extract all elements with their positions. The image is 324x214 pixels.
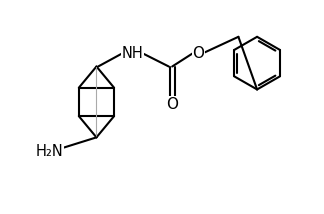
Text: H₂N: H₂N [36, 144, 64, 159]
Text: O: O [192, 46, 204, 61]
Text: O: O [167, 97, 179, 112]
Text: NH: NH [122, 46, 143, 61]
